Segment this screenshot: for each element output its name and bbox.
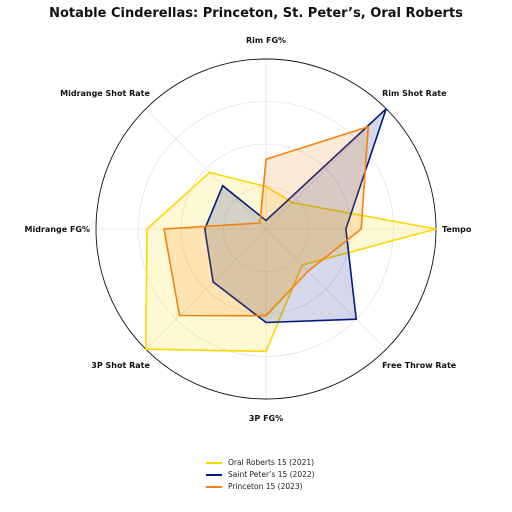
axis-label: Midrange FG% — [25, 225, 90, 234]
grid-spoke — [265, 228, 387, 350]
radar-grid — [95, 58, 437, 400]
chart-title: Notable Cinderellas: Princeton, St. Pete… — [49, 6, 463, 21]
legend-swatch — [206, 461, 222, 464]
legend-item: Saint Peter’s 15 (2022) — [206, 469, 315, 480]
axis-label: Tempo — [442, 225, 472, 234]
axis-label: Midrange Shot Rate — [60, 89, 150, 98]
axis-label: Rim Shot Rate — [382, 89, 447, 98]
legend-item: Princeton 15 (2023) — [206, 481, 315, 492]
grid-spoke — [145, 228, 267, 350]
axis-label: 3P Shot Rate — [91, 361, 150, 370]
legend-swatch — [206, 473, 222, 476]
series-2-polygon — [203, 108, 387, 324]
legend-label: Oral Roberts 15 (2021) — [228, 458, 315, 467]
axis-label: Rim FG% — [246, 36, 286, 45]
radar-series — [144, 108, 437, 353]
legend-swatch — [206, 485, 222, 488]
axis-label: 3P FG% — [249, 414, 283, 423]
axis-label: Free Throw Rate — [382, 361, 457, 370]
axis-labels: Rim FG% Rim Shot Rate Tempo Free Throw Rate… — [25, 36, 472, 423]
series-1-polygon — [144, 171, 437, 353]
legend: Oral Roberts 15 (2021) Saint Peter’s 15 (… — [206, 457, 315, 493]
legend-label: Princeton 15 (2023) — [228, 482, 303, 491]
legend-item: Oral Roberts 15 (2021) — [206, 457, 315, 468]
series-3-polygon — [163, 125, 370, 317]
legend-label: Saint Peter’s 15 (2022) — [228, 470, 315, 479]
grid-spoke — [145, 108, 267, 230]
grid-spoke — [265, 108, 387, 230]
